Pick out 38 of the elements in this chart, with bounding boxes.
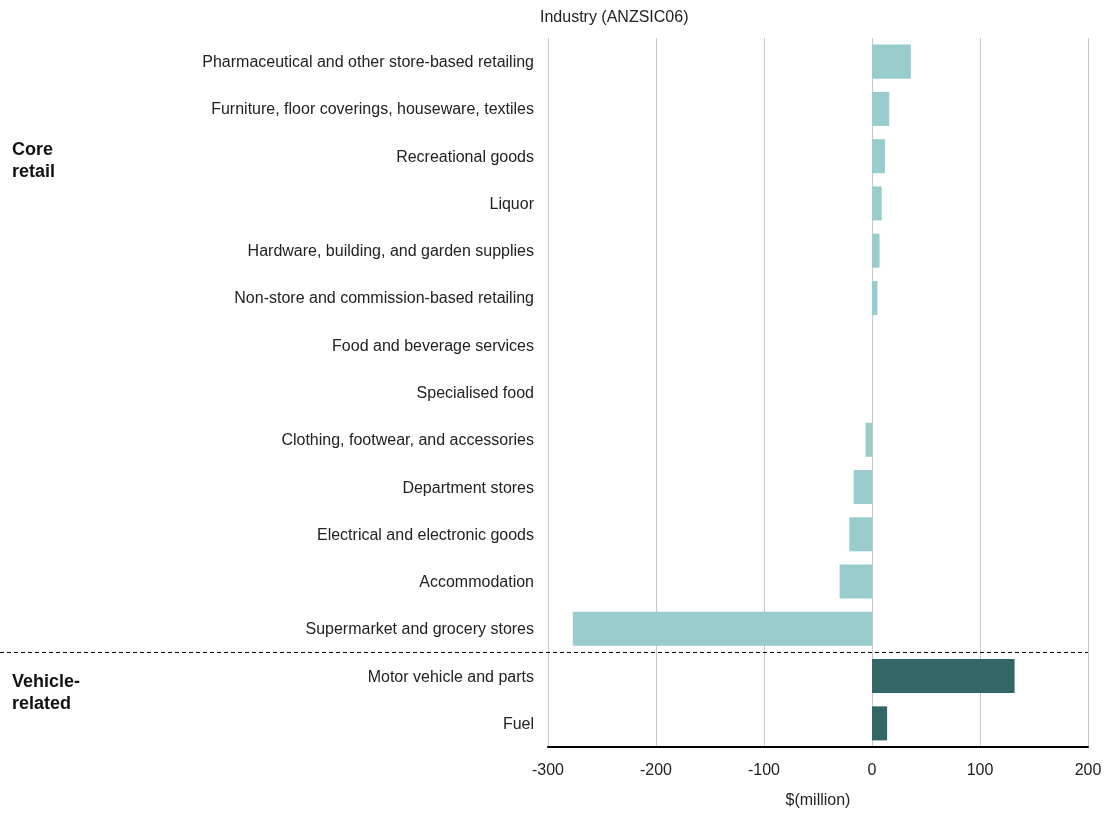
y-tick-label: Department stores xyxy=(402,478,534,496)
y-tick-label: Non-store and commission-based retailing xyxy=(234,289,534,307)
x-tick-label: -200 xyxy=(639,760,673,778)
bar xyxy=(872,233,880,268)
x-tick-label: 100 xyxy=(966,760,994,778)
bar xyxy=(872,280,878,315)
x-tick-label: -300 xyxy=(531,760,565,778)
bar xyxy=(839,564,872,599)
y-tick-label: Specialised food xyxy=(416,384,534,401)
y-tick-label: Motor vehicle and parts xyxy=(367,667,534,685)
y-tick-label: Clothing, footwear, and accessories xyxy=(281,431,534,449)
x-tick-label: 200 xyxy=(1074,760,1102,778)
y-tick-label: Furniture, floor coverings, houseware, textiles xyxy=(211,100,534,118)
y-tick-label: Pharmaceutical and other store-based retailing xyxy=(202,53,534,71)
text: Vehicle-related xyxy=(12,671,81,714)
text: Core retail xyxy=(12,139,59,182)
y-tick-label: Hardware, building, and garden supplies xyxy=(247,242,534,260)
bar xyxy=(572,611,872,646)
bar xyxy=(872,659,1015,694)
x-tick-label: -100 xyxy=(747,760,781,778)
y-tick-label: Supermarket and grocery stores xyxy=(305,620,534,638)
x-axis-title: $(million) xyxy=(785,790,851,808)
y-tick-label: Food and beverage services xyxy=(332,336,534,354)
y-tick-label: Fuel xyxy=(502,714,534,732)
bar xyxy=(872,139,885,174)
bar xyxy=(849,517,872,552)
bar xyxy=(872,91,890,126)
x-tick-label: 0 xyxy=(867,760,877,778)
y-tick-label: Electrical and electronic goods xyxy=(316,525,534,543)
bar xyxy=(853,470,872,505)
y-tick-label: Liquor xyxy=(489,194,535,212)
y-tick-label: Accommodation xyxy=(419,573,534,591)
y-tick-label: Recreational goods xyxy=(396,147,534,165)
y-axis-title: Industry (ANZSIC06) xyxy=(540,7,689,25)
bar xyxy=(865,422,872,457)
bar xyxy=(872,44,911,79)
bar xyxy=(872,706,888,741)
bar xyxy=(872,186,882,221)
